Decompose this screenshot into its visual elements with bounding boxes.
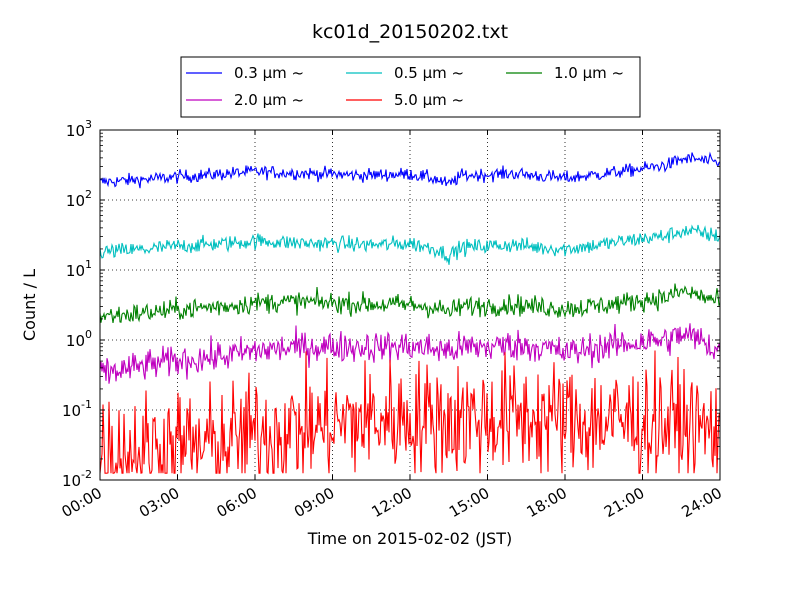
y-tick-label: 103 [66, 118, 92, 140]
legend-label: 0.3 μm ~ [234, 64, 304, 82]
y-tick-base: 10 [62, 402, 81, 420]
y-tick-exponent: 0 [85, 328, 92, 341]
series-line [99, 350, 721, 475]
y-axis-label: Count / L [20, 269, 39, 341]
legend-box [180, 56, 641, 118]
series-line [99, 151, 721, 189]
x-axis-label: Time on 2015-02-02 (JST) [307, 529, 512, 548]
series-line [99, 323, 721, 384]
series-line [99, 224, 721, 265]
legend-label: 1.0 μm ~ [554, 64, 624, 82]
y-tick-base: 10 [66, 332, 85, 350]
chart-title: kc01d_20150202.txt [312, 21, 508, 43]
y-tick-exponent: 2 [85, 188, 92, 201]
y-tick-exponent: -2 [81, 468, 92, 481]
y-tick-exponent: 1 [85, 258, 92, 271]
y-tick-exponent: 3 [85, 118, 92, 131]
legend: 0.3 μm ~ 0.5 μm ~ 1.0 μm ~ 2.0 μm ~ 5.0 μm ~ [180, 56, 641, 118]
y-tick-label: 102 [66, 188, 92, 210]
series-line [99, 283, 721, 323]
grid [100, 130, 720, 480]
y-tick-label: 10-2 [62, 468, 92, 490]
y-tick-label: 100 [66, 328, 92, 350]
series-layer [99, 151, 721, 475]
legend-label: 0.5 μm ~ [394, 64, 464, 82]
legend-label: 2.0 μm ~ [234, 91, 304, 109]
y-tick-exponent: -1 [81, 398, 92, 411]
y-tick-base: 10 [66, 262, 85, 280]
y-tick-label: 101 [66, 258, 92, 280]
y-tick-base: 10 [66, 122, 85, 140]
y-tick-label: 10-1 [62, 398, 92, 420]
y-tick-base: 10 [66, 192, 85, 210]
y-tick-base: 10 [62, 472, 81, 490]
legend-label: 5.0 μm ~ [394, 91, 464, 109]
